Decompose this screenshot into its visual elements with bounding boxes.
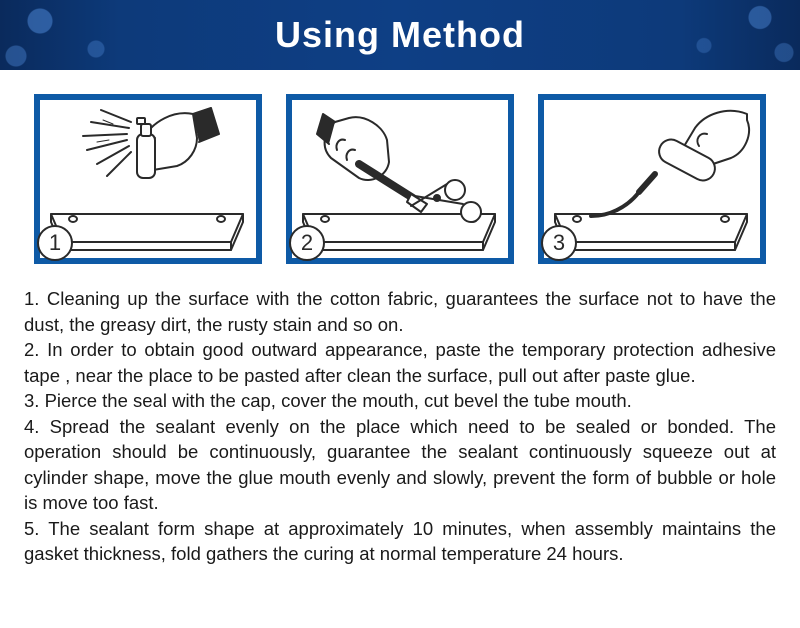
apply-sealant-icon — [547, 104, 757, 254]
instruction-3: 3. Pierce the seal with the cap, cover t… — [24, 388, 776, 414]
step-card-2: 2 — [286, 94, 514, 264]
step-badge-1: 1 — [37, 225, 73, 261]
instruction-4: 4. Spread the sealant evenly on the plac… — [24, 414, 776, 516]
instructions-block: 1. Cleaning up the surface with the cott… — [0, 282, 800, 567]
instruction-1: 1. Cleaning up the surface with the cott… — [24, 286, 776, 337]
step-card-3: 3 — [538, 94, 766, 264]
header-banner: Using Method — [0, 0, 800, 70]
step-card-1: 1 — [34, 94, 262, 264]
step-badge-3: 3 — [541, 225, 577, 261]
instruction-2: 2. In order to obtain good outward appea… — [24, 337, 776, 388]
spray-clean-icon — [43, 104, 253, 254]
instruction-5: 5. The sealant form shape at approximate… — [24, 516, 776, 567]
page-title: Using Method — [275, 14, 525, 56]
step-cards-row: 1 — [0, 70, 800, 282]
cut-nozzle-icon — [295, 104, 505, 254]
step-badge-2: 2 — [289, 225, 325, 261]
